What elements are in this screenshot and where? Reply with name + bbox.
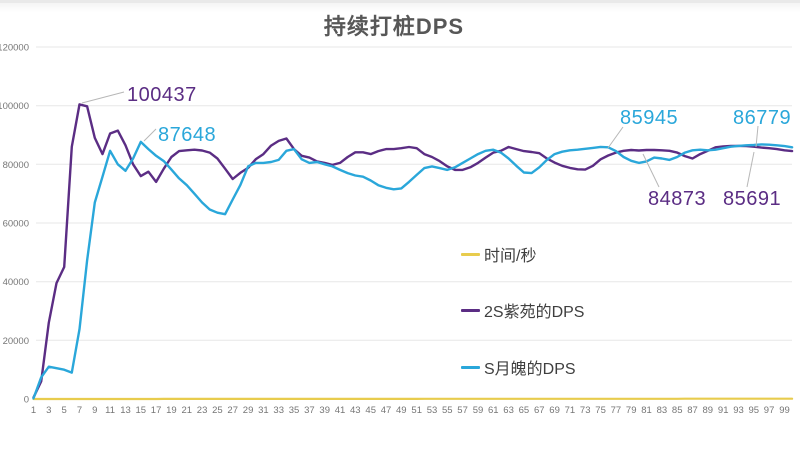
x-tick-label: 85 — [672, 405, 683, 416]
x-tick-label: 45 — [365, 405, 376, 416]
annotation-purple-peak: 100437 — [127, 84, 197, 106]
x-tick-label: 75 — [595, 405, 606, 416]
x-axis-labels: 1 3 5 7 9 11 13 15 17 19 21 23 25 27 29 31 33 35 37 39 41 43 4… — [31, 405, 790, 416]
x-tick-label: 81 — [641, 405, 652, 416]
window-top-edge — [0, 0, 800, 3]
y-tick-label: 100000 — [0, 101, 29, 112]
x-tick-label: 63 — [503, 405, 514, 416]
y-tick-label: 40000 — [3, 277, 29, 288]
annotation-leader-line — [607, 126, 624, 149]
chart-title: 持续打桩DPS — [323, 14, 465, 39]
annotation-purple-mid: 84873 — [648, 188, 707, 210]
x-tick-label: 73 — [580, 405, 591, 416]
annotation-leader-line — [755, 125, 759, 148]
x-tick-label: 33 — [273, 405, 284, 416]
annotation-leader-line — [642, 153, 660, 188]
x-tick-label: 99 — [779, 405, 790, 416]
x-tick-label: 25 — [212, 405, 223, 416]
x-tick-label: 61 — [488, 405, 499, 416]
x-tick-label: 5 — [62, 405, 67, 416]
x-tick-label: 97 — [764, 405, 775, 416]
x-tick-label: 3 — [46, 405, 51, 416]
x-tick-label: 57 — [457, 405, 468, 416]
x-tick-label: 53 — [427, 405, 438, 416]
leader-lines — [81, 91, 759, 188]
x-tick-label: 47 — [381, 405, 392, 416]
x-tick-label: 13 — [120, 405, 131, 416]
x-tick-label: 21 — [182, 405, 193, 416]
x-tick-label: 1 — [31, 405, 36, 416]
annotation-purple-end: 85691 — [723, 188, 782, 210]
y-axis-labels: 0 20000 40000 60000 80000 100000 120000 — [0, 43, 29, 406]
y-tick-label: 0 — [24, 395, 29, 406]
x-tick-label: 49 — [396, 405, 407, 416]
annotation-leader-line — [81, 91, 125, 104]
x-tick-label: 59 — [473, 405, 484, 416]
x-tick-label: 71 — [565, 405, 576, 416]
x-tick-label: 55 — [442, 405, 453, 416]
legend-swatch-purple-series — [461, 308, 480, 312]
x-tick-label: 23 — [197, 405, 208, 416]
legend-label-cyan-series: S月魄的DPS — [484, 361, 576, 378]
series-line-2 — [32, 140, 794, 400]
legend-item-cyan-series: S月魄的DPS — [461, 355, 576, 379]
legend-swatch-cyan-series — [461, 365, 480, 369]
x-tick-label: 29 — [243, 405, 254, 416]
x-tick-label: 41 — [335, 405, 346, 416]
x-tick-label: 39 — [319, 405, 330, 416]
x-tick-label: 65 — [519, 405, 530, 416]
series-lines — [32, 103, 794, 401]
annotation-cyan-peak: 87648 — [158, 124, 217, 146]
annotation-leader-line — [746, 151, 755, 188]
x-tick-label: 9 — [92, 405, 97, 416]
top-edge-shadow — [0, 3, 800, 12]
legend-label-time: 时间/秒 — [484, 248, 537, 265]
x-tick-label: 95 — [749, 405, 760, 416]
legend-item-purple-series: 2S紫苑的DPS — [461, 298, 584, 322]
legend-item-time: 时间/秒 — [461, 242, 536, 266]
x-tick-label: 79 — [626, 405, 637, 416]
annotation-cyan-mid: 85945 — [620, 107, 679, 129]
x-tick-label: 35 — [289, 405, 300, 416]
y-tick-label: 120000 — [0, 43, 29, 54]
x-tick-label: 69 — [549, 405, 560, 416]
x-tick-label: 77 — [611, 405, 622, 416]
x-tick-label: 67 — [534, 405, 545, 416]
x-tick-label: 37 — [304, 405, 315, 416]
y-tick-label: 80000 — [3, 160, 29, 171]
x-tick-label: 19 — [166, 405, 177, 416]
annotation-cyan-end: 86779 — [733, 107, 792, 129]
x-tick-label: 51 — [411, 405, 422, 416]
x-tick-label: 91 — [718, 405, 729, 416]
x-tick-label: 31 — [258, 405, 269, 416]
x-tick-label: 7 — [77, 405, 82, 416]
x-tick-label: 87 — [687, 405, 698, 416]
x-tick-label: 17 — [151, 405, 162, 416]
x-tick-label: 83 — [657, 405, 668, 416]
x-tick-label: 43 — [350, 405, 361, 416]
series-line-1 — [32, 103, 794, 399]
x-tick-label: 15 — [136, 405, 147, 416]
x-tick-label: 27 — [227, 405, 238, 416]
x-tick-label: 89 — [703, 405, 714, 416]
annotation-leader-line — [143, 128, 157, 142]
y-tick-label: 20000 — [3, 336, 29, 347]
x-tick-label: 11 — [105, 405, 115, 416]
x-tick-label: 93 — [733, 405, 744, 416]
y-tick-label: 60000 — [3, 219, 29, 230]
legend-label-purple-series: 2S紫苑的DPS — [484, 304, 585, 321]
legend-swatch-time — [461, 252, 480, 256]
